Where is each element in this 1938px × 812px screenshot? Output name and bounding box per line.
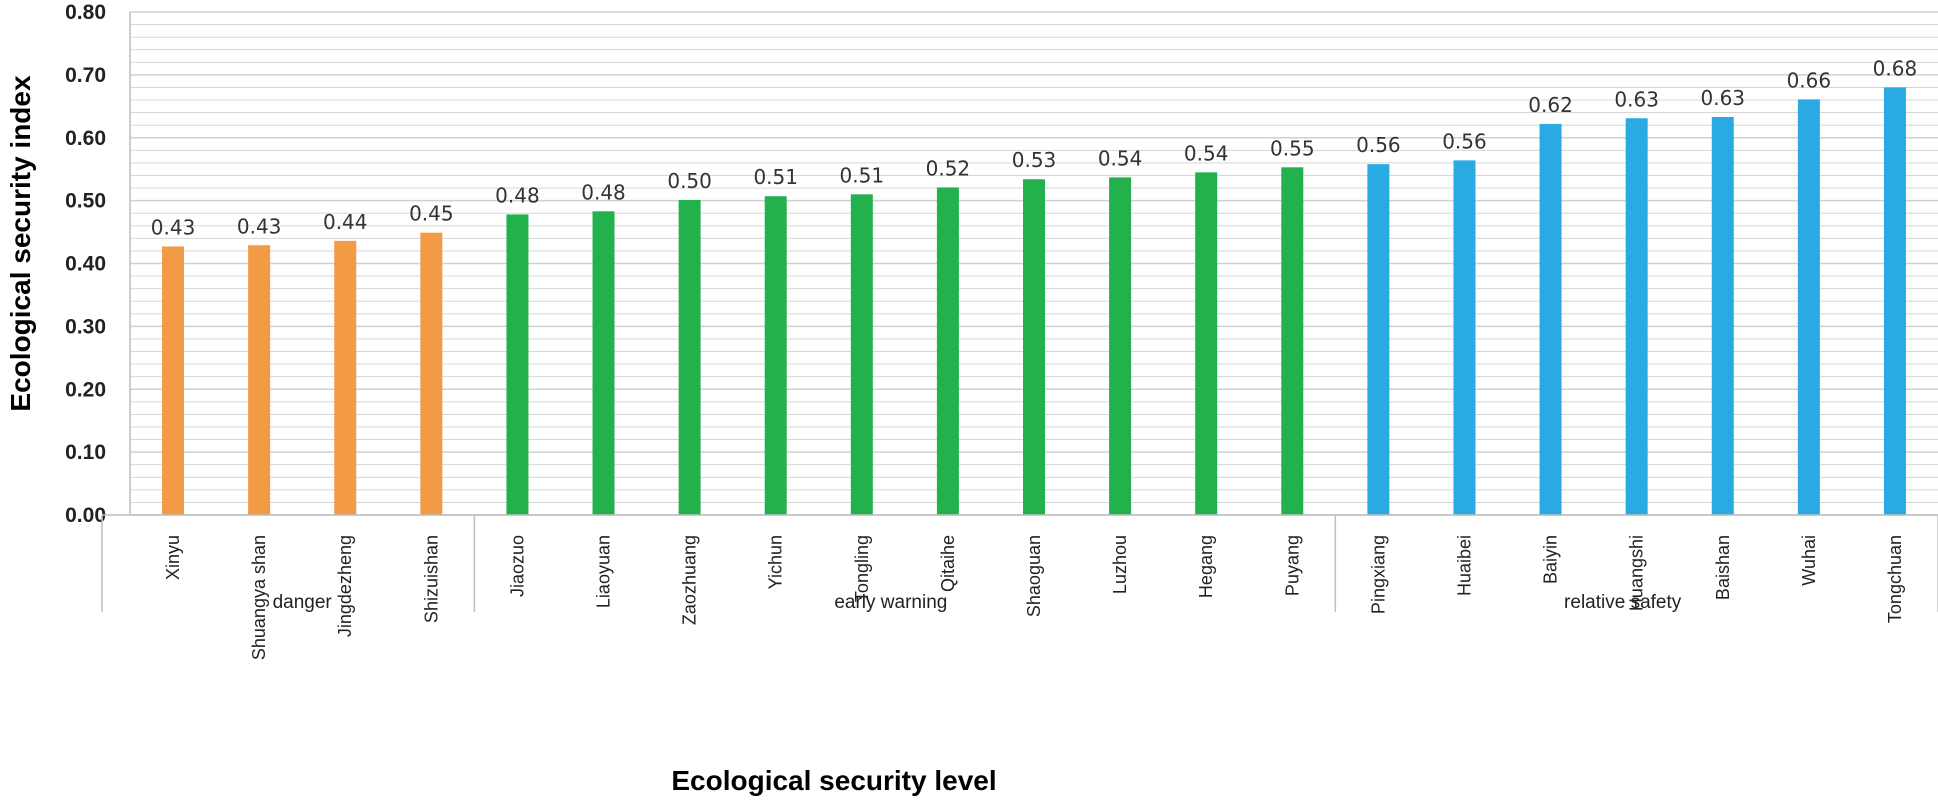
group-label: relative safety <box>1564 592 1682 613</box>
category-label: Baishan <box>1713 535 1733 600</box>
category-label: Xinyu <box>163 535 183 580</box>
category-label: Shaoguan <box>1024 535 1044 617</box>
category-label: Jiaozuo <box>507 535 527 597</box>
y-tick-label: 0.00 <box>65 504 106 527</box>
bar-jiaozuo <box>506 214 529 515</box>
bar-tongchuan <box>1883 87 1906 515</box>
y-tick-label: 0.50 <box>65 190 106 213</box>
category-label: Puyang <box>1282 535 1302 596</box>
data-label: 0.54 <box>1098 146 1143 170</box>
bar-wuhai <box>1797 99 1820 516</box>
data-label: 0.50 <box>667 169 712 193</box>
data-label: 0.54 <box>1184 141 1229 165</box>
category-label: Wuhai <box>1799 535 1819 586</box>
bar-shaoguan <box>1023 179 1045 515</box>
bar-yichun <box>764 196 787 515</box>
bar-zaozhuang <box>678 199 701 515</box>
category-label: Luzhou <box>1110 535 1130 594</box>
bar-liaoyuan <box>592 211 615 515</box>
y-tick-label: 0.70 <box>65 64 106 87</box>
bar-puyang <box>1281 167 1304 515</box>
bar-shizuishan <box>420 232 443 515</box>
category-label: Shizuishan <box>421 535 441 623</box>
category-label: Tongchuan <box>1885 535 1905 623</box>
bar-tongling <box>850 194 873 515</box>
y-tick-label: 0.30 <box>65 315 106 338</box>
group-label: early warning <box>834 592 947 613</box>
bar-hegang <box>1195 172 1218 516</box>
bar-qitaihe <box>936 187 959 515</box>
data-label: 0.43 <box>151 216 196 240</box>
y-tick-label: 0.60 <box>65 127 106 150</box>
data-label: 0.62 <box>1528 93 1573 117</box>
category-label: Yichun <box>766 535 786 589</box>
data-label: 0.48 <box>495 183 540 207</box>
data-label: 0.45 <box>409 202 454 226</box>
category-label: Liaoyuan <box>594 535 614 608</box>
category-label: Jingdezheng <box>335 535 355 637</box>
bar-xinyu <box>162 246 185 515</box>
y-tick-label: 0.80 <box>65 1 106 24</box>
data-label: 0.51 <box>840 163 885 187</box>
bar-jingdezheng <box>334 240 357 516</box>
category-label: Hegang <box>1196 535 1216 598</box>
bar-huangshi <box>1625 118 1648 515</box>
category-label: Huangshi <box>1627 535 1647 611</box>
category-label: Pingxiang <box>1368 535 1388 614</box>
data-label: 0.68 <box>1873 56 1918 80</box>
data-label: 0.51 <box>753 165 798 189</box>
data-label: 0.43 <box>237 214 282 238</box>
data-label: 0.53 <box>1012 148 1057 172</box>
data-label: 0.63 <box>1700 86 1745 110</box>
y-tick-label: 0.10 <box>65 441 106 464</box>
category-label: Huaibei <box>1454 535 1474 596</box>
data-label: 0.52 <box>926 156 971 180</box>
category-label: Tongling <box>852 535 872 602</box>
category-label: Zaozhuang <box>680 535 700 625</box>
bar-huaibei <box>1453 160 1476 515</box>
bar-shuangya-shan <box>248 245 271 516</box>
category-label: Qitaihe <box>938 535 958 592</box>
x-axis-title: Ecological security level <box>671 765 996 796</box>
group-label: danger <box>273 592 333 613</box>
bar-baishan <box>1711 117 1734 515</box>
data-label: 0.44 <box>323 210 368 234</box>
data-label: 0.48 <box>581 180 626 204</box>
data-label: 0.63 <box>1614 87 1659 111</box>
data-label: 0.55 <box>1270 136 1315 160</box>
data-label: 0.66 <box>1787 68 1832 92</box>
data-label: 0.56 <box>1356 133 1401 157</box>
y-axis-title: Ecological security index <box>5 75 36 412</box>
bar-luzhou <box>1109 177 1132 515</box>
category-label: Baiyin <box>1541 535 1561 584</box>
y-tick-label: 0.20 <box>65 378 106 401</box>
y-tick-label: 0.40 <box>65 253 106 276</box>
category-label: Shuangya shan <box>249 535 269 660</box>
data-label: 0.56 <box>1442 129 1487 153</box>
bar-baiyin <box>1539 123 1562 515</box>
bar-pingxiang <box>1367 164 1390 515</box>
